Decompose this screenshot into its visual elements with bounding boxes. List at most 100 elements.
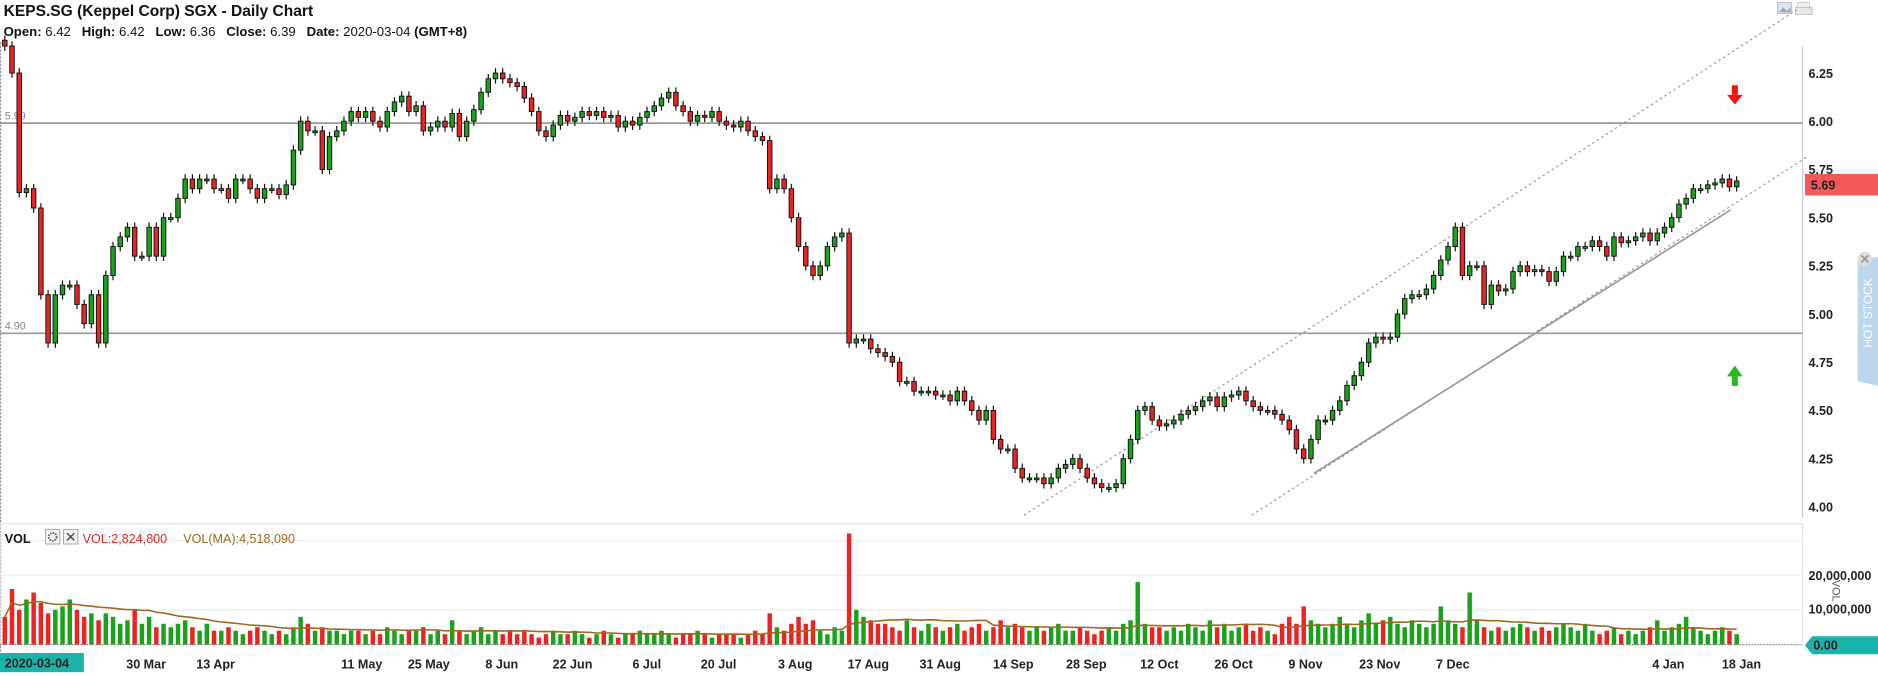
candle: [716, 106, 722, 127]
candle: [1481, 261, 1487, 310]
candle: [153, 222, 160, 262]
candle: [766, 135, 773, 194]
candle: [1596, 235, 1603, 252]
chart-title: KEPS.SG (Keppel Corp) SGX - Daily Chart: [4, 3, 314, 20]
volume-bar: [955, 623, 960, 645]
volume-bar: [175, 623, 181, 645]
volume-axis-title: VOL: [1829, 580, 1841, 602]
candle: [348, 106, 354, 127]
volume-bar: [688, 634, 693, 645]
candle: [254, 183, 261, 204]
date-tick: 8 Jun: [485, 658, 518, 672]
volume-bar: [1503, 630, 1508, 645]
candle: [709, 106, 715, 123]
volume-bar: [709, 637, 715, 645]
candle: [1322, 415, 1329, 425]
volume-bar: [738, 637, 744, 645]
candle: [1279, 409, 1285, 425]
trendline[interactable]: [1313, 209, 1732, 475]
date-tick: 3 Aug: [778, 658, 812, 672]
candle: [846, 228, 852, 348]
candle: [1726, 174, 1733, 192]
candle: [463, 116, 470, 142]
volume-bar: [745, 634, 751, 645]
price-tick: 5.00: [1809, 308, 1833, 322]
volume-bar: [839, 630, 845, 645]
volume-bar: [601, 630, 606, 645]
candle: [283, 180, 289, 200]
date-tick: 30 Mar: [126, 658, 166, 672]
candle: [601, 106, 607, 123]
candle: [976, 405, 982, 425]
candle: [81, 299, 87, 329]
candle: [1041, 473, 1047, 489]
volume-bar: [1727, 630, 1732, 645]
volume-bar: [291, 627, 296, 645]
volume-bar: [1222, 623, 1227, 645]
volume-bar: [644, 634, 650, 645]
volume-bar: [1121, 623, 1126, 645]
arrow-down-icon: [1727, 85, 1743, 105]
candle: [1185, 405, 1191, 420]
print-icon[interactable]: [1794, 2, 1813, 15]
save-image-icon[interactable]: [1777, 2, 1793, 14]
candle: [969, 395, 975, 416]
volume-bar: [1597, 634, 1602, 645]
volume-bar: [103, 613, 109, 645]
volume-bar: [868, 620, 873, 645]
candle: [1077, 453, 1083, 474]
volume-bar: [774, 627, 780, 645]
volume-bar: [1712, 630, 1718, 645]
candle: [1005, 444, 1011, 454]
close-hot-stock-icon[interactable]: [1857, 251, 1873, 267]
candle: [1683, 193, 1689, 209]
candle: [449, 108, 455, 132]
volume-bar: [1496, 627, 1501, 645]
hot-stock-tab[interactable]: HOT STOCK: [1857, 256, 1878, 386]
candle: [694, 110, 701, 127]
volume-bar: [1178, 630, 1184, 645]
volume-bar: [666, 634, 671, 645]
volume-bar: [1532, 630, 1537, 645]
volume-bar: [1236, 627, 1241, 645]
last-price-badge: 5.69: [1804, 173, 1878, 196]
volume-bar: [615, 637, 621, 645]
candle: [658, 93, 665, 111]
volume-bar: [1359, 620, 1364, 645]
candle: [67, 280, 73, 290]
volume-bar: [305, 623, 311, 645]
date-tick: 22 Jun: [553, 658, 593, 672]
volume-bar: [276, 630, 282, 645]
volume-bar: [810, 620, 816, 645]
candle: [384, 106, 390, 132]
volume-bar: [399, 634, 404, 645]
candle: [983, 405, 989, 425]
candle: [1402, 293, 1408, 319]
volume-bar: [1020, 627, 1025, 645]
candle: [730, 120, 737, 132]
volume-bar: [1323, 627, 1328, 645]
trendlines[interactable]: [1023, 9, 1809, 516]
volume-bar: [875, 623, 881, 645]
candle: [1236, 386, 1242, 400]
volume-bar: [1186, 623, 1191, 645]
volume-bar: [846, 533, 852, 645]
candle: [1582, 241, 1588, 252]
candle: [1033, 473, 1040, 483]
volume-bar: [803, 623, 809, 645]
volume-settings-button[interactable]: [45, 529, 61, 545]
candle: [738, 116, 744, 132]
volume-bar: [962, 630, 967, 645]
candle: [1517, 261, 1523, 277]
volume-close-button[interactable]: [63, 529, 79, 545]
candle: [651, 100, 657, 117]
candle: [1416, 289, 1422, 300]
volume-bar: [1611, 627, 1617, 645]
candle: [1705, 180, 1711, 194]
candle: [1315, 415, 1321, 445]
candle: [990, 405, 997, 445]
trendline[interactable]: [1251, 155, 1809, 516]
volume-bar: [182, 620, 188, 645]
price-tick: 6.25: [1809, 67, 1833, 81]
